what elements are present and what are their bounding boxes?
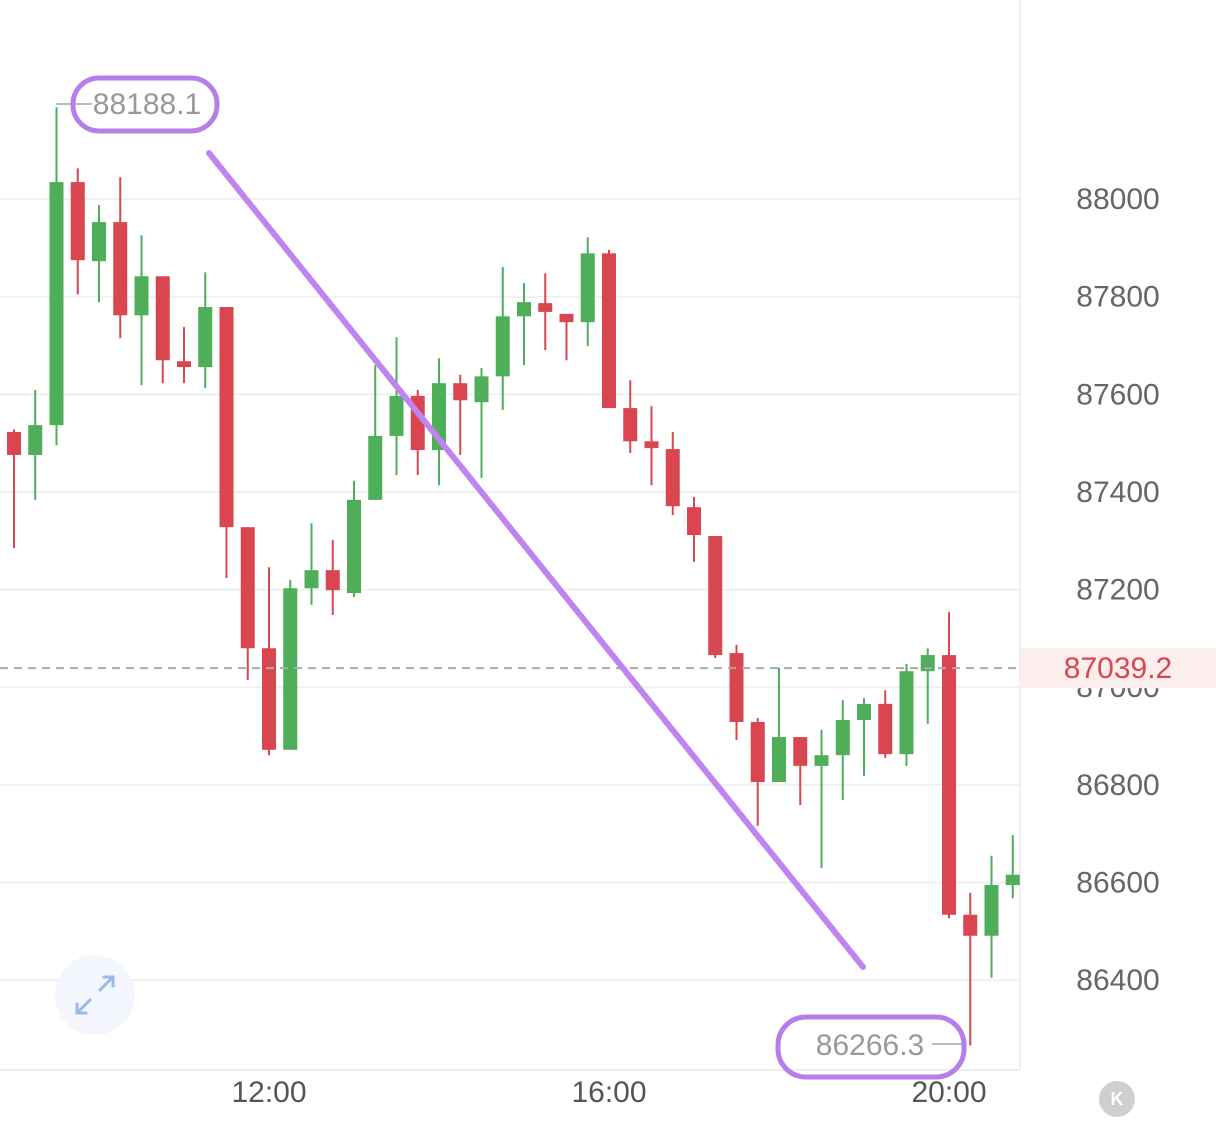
y-tick-label: 88000 (1076, 183, 1159, 216)
candle-body (28, 425, 43, 455)
y-tick-label: 86400 (1076, 964, 1159, 997)
candle-body (7, 432, 21, 455)
candle-body (304, 570, 319, 589)
candle-body (984, 884, 999, 936)
candle-body (708, 535, 723, 656)
candle-body (517, 302, 531, 317)
candle-body (665, 449, 680, 507)
candle-body (113, 222, 128, 316)
candle-body (1005, 874, 1020, 885)
candle-body (602, 253, 616, 409)
candle-body (623, 408, 638, 442)
candle-body (198, 307, 213, 368)
candle-body (389, 395, 404, 436)
expand-button[interactable] (55, 955, 135, 1035)
x-tick-label: 12:00 (231, 1076, 306, 1109)
x-tick-label: 16:00 (571, 1076, 646, 1109)
badge-circle (1099, 1081, 1135, 1117)
highlight-ellipse (775, 1014, 967, 1080)
candle-body (814, 755, 829, 766)
candle-body (134, 276, 149, 316)
x-tick-label: 20:00 (911, 1076, 986, 1109)
expand-button-bg[interactable] (55, 955, 135, 1035)
y-tick-label: 87200 (1076, 574, 1159, 607)
candles (0, 107, 1020, 1046)
candle-body (920, 655, 935, 672)
candle-body (835, 720, 850, 756)
candle-body (580, 253, 595, 323)
highlight-ellipse (70, 75, 220, 134)
labels: 8640086600868008700087200874008760087800… (231, 183, 1216, 1109)
candle-body (325, 570, 340, 591)
expand-icon[interactable] (75, 975, 115, 1015)
candle-body (772, 737, 786, 782)
candle-body (750, 721, 765, 782)
candle-body (559, 313, 574, 323)
candle-body (49, 182, 64, 426)
candle-body (899, 671, 914, 755)
candle-body (474, 376, 489, 403)
candle-body (240, 527, 255, 649)
grid (0, 198, 1020, 982)
candle-body (368, 435, 383, 500)
trend-line (206, 150, 866, 970)
candle-body (793, 737, 808, 766)
candle-body (70, 182, 85, 261)
current-price-badge (1020, 648, 1216, 689)
y-tick-label: 86800 (1076, 769, 1159, 802)
candle-body (644, 441, 659, 449)
candle-body (347, 499, 361, 594)
candle-body (538, 303, 553, 312)
candle-body (729, 653, 744, 722)
current-price-label: 87039.2 (1064, 652, 1172, 685)
min-price-label: 86266.3 (816, 1029, 924, 1062)
y-tick-label: 87800 (1076, 281, 1159, 314)
badge: K (1111, 1089, 1124, 1109)
candle-body (155, 276, 170, 361)
candle-body (963, 914, 978, 936)
max-price-label: 88188.1 (93, 88, 201, 121)
candle-body (453, 383, 468, 401)
candle-body (495, 316, 510, 377)
candle-body (219, 307, 234, 528)
y-tick-label: 87400 (1076, 476, 1159, 509)
y-tick-label: 87600 (1076, 378, 1159, 411)
candle-body (857, 703, 871, 721)
candle-body (687, 507, 701, 535)
candle-body (878, 703, 893, 755)
candle-body (92, 222, 106, 262)
candle-body (177, 361, 191, 368)
candle-body (283, 588, 298, 750)
y-tick-label: 86600 (1076, 866, 1159, 899)
candle-body (262, 648, 276, 750)
candle-body (942, 655, 956, 915)
